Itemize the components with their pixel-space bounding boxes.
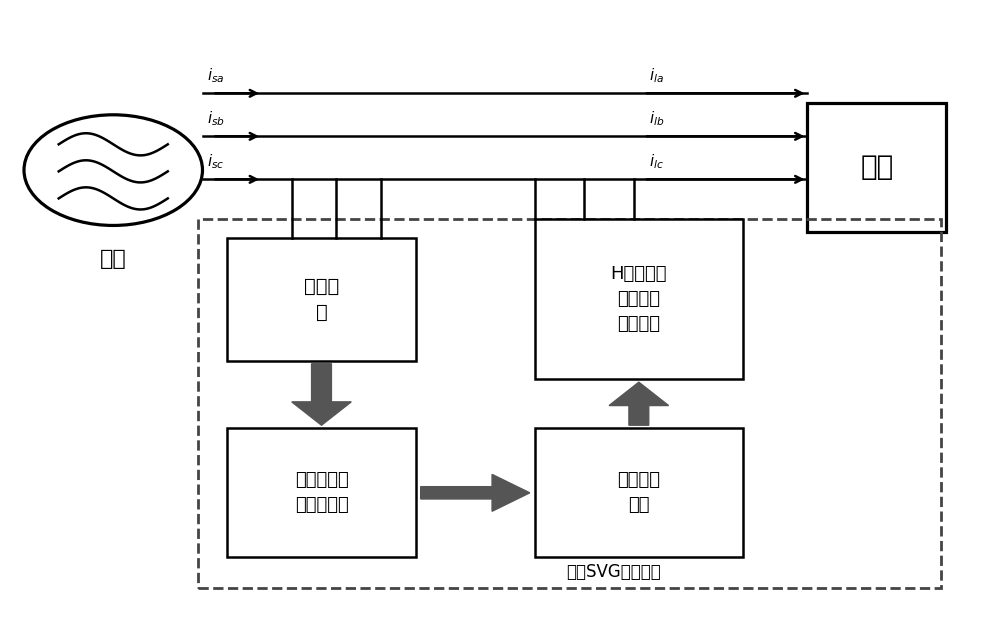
Text: $i_{sa}$: $i_{sa}$ — [207, 67, 225, 85]
FancyArrow shape — [421, 474, 530, 511]
Text: 电网: 电网 — [100, 249, 127, 269]
Text: 电机: 电机 — [860, 153, 893, 181]
Text: $i_{sc}$: $i_{sc}$ — [207, 153, 225, 171]
Bar — [535, 428, 743, 558]
Text: H电桥多联
型的多电
平逆变器: H电桥多联 型的多电 平逆变器 — [611, 265, 667, 333]
Text: $i_{lb}$: $i_{lb}$ — [649, 110, 664, 128]
Bar — [227, 428, 416, 558]
Text: 分相电流独
立控制电路: 分相电流独 立控制电路 — [295, 472, 348, 515]
Text: $i_{lc}$: $i_{lc}$ — [649, 153, 664, 171]
FancyArrow shape — [609, 382, 669, 426]
FancyArrow shape — [292, 364, 351, 426]
Bar — [807, 103, 946, 232]
Text: 脉宽调制
电路: 脉宽调制 电路 — [617, 472, 660, 515]
Text: 链式SVG控制装置: 链式SVG控制装置 — [567, 563, 661, 581]
Bar — [535, 219, 743, 379]
Bar — [227, 238, 416, 361]
Bar — [198, 219, 941, 588]
Text: $i_{la}$: $i_{la}$ — [649, 67, 664, 85]
Text: 采样电
路: 采样电 路 — [304, 277, 339, 322]
Text: $i_{sb}$: $i_{sb}$ — [207, 110, 225, 128]
